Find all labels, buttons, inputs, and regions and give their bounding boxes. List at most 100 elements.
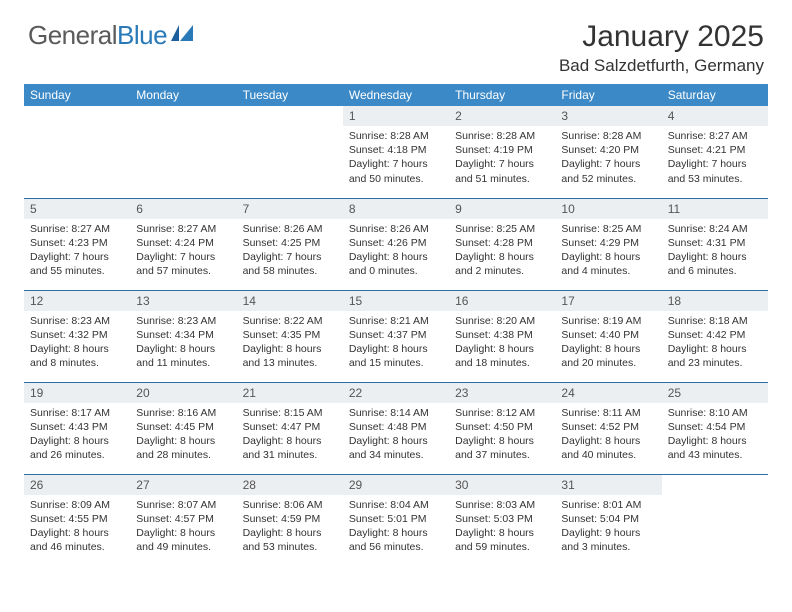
day-details: Sunrise: 8:14 AMSunset: 4:48 PMDaylight:… <box>343 403 449 467</box>
day-number: 26 <box>24 475 130 495</box>
calendar-cell <box>662 474 768 566</box>
day-number: 16 <box>449 291 555 311</box>
day-number: 21 <box>237 383 343 403</box>
day-details: Sunrise: 8:04 AMSunset: 5:01 PMDaylight:… <box>343 495 449 559</box>
logo: GeneralBlue <box>28 20 199 51</box>
weekday-header: Monday <box>130 84 236 106</box>
weekday-header: Tuesday <box>237 84 343 106</box>
calendar-body: 1Sunrise: 8:28 AMSunset: 4:18 PMDaylight… <box>24 106 768 566</box>
calendar-cell <box>237 106 343 198</box>
day-number: 31 <box>555 475 661 495</box>
calendar-cell: 15Sunrise: 8:21 AMSunset: 4:37 PMDayligh… <box>343 290 449 382</box>
calendar-week: 5Sunrise: 8:27 AMSunset: 4:23 PMDaylight… <box>24 198 768 290</box>
calendar-week: 12Sunrise: 8:23 AMSunset: 4:32 PMDayligh… <box>24 290 768 382</box>
day-details: Sunrise: 8:11 AMSunset: 4:52 PMDaylight:… <box>555 403 661 467</box>
day-details: Sunrise: 8:19 AMSunset: 4:40 PMDaylight:… <box>555 311 661 375</box>
weekday-header: Saturday <box>662 84 768 106</box>
day-number: 5 <box>24 199 130 219</box>
day-number: 9 <box>449 199 555 219</box>
day-number: 11 <box>662 199 768 219</box>
calendar-cell: 28Sunrise: 8:06 AMSunset: 4:59 PMDayligh… <box>237 474 343 566</box>
calendar: SundayMondayTuesdayWednesdayThursdayFrid… <box>0 84 792 566</box>
day-number: 3 <box>555 106 661 126</box>
day-number: 29 <box>343 475 449 495</box>
calendar-cell <box>130 106 236 198</box>
weekday-header: Sunday <box>24 84 130 106</box>
calendar-cell: 31Sunrise: 8:01 AMSunset: 5:04 PMDayligh… <box>555 474 661 566</box>
day-details: Sunrise: 8:06 AMSunset: 4:59 PMDaylight:… <box>237 495 343 559</box>
calendar-cell: 27Sunrise: 8:07 AMSunset: 4:57 PMDayligh… <box>130 474 236 566</box>
day-details: Sunrise: 8:25 AMSunset: 4:28 PMDaylight:… <box>449 219 555 283</box>
day-number: 23 <box>449 383 555 403</box>
day-number: 12 <box>24 291 130 311</box>
calendar-week: 26Sunrise: 8:09 AMSunset: 4:55 PMDayligh… <box>24 474 768 566</box>
day-details: Sunrise: 8:26 AMSunset: 4:25 PMDaylight:… <box>237 219 343 283</box>
day-details: Sunrise: 8:23 AMSunset: 4:34 PMDaylight:… <box>130 311 236 375</box>
day-number: 25 <box>662 383 768 403</box>
calendar-cell: 14Sunrise: 8:22 AMSunset: 4:35 PMDayligh… <box>237 290 343 382</box>
day-details: Sunrise: 8:24 AMSunset: 4:31 PMDaylight:… <box>662 219 768 283</box>
calendar-cell: 7Sunrise: 8:26 AMSunset: 4:25 PMDaylight… <box>237 198 343 290</box>
day-details: Sunrise: 8:27 AMSunset: 4:23 PMDaylight:… <box>24 219 130 283</box>
calendar-cell <box>24 106 130 198</box>
day-details: Sunrise: 8:28 AMSunset: 4:20 PMDaylight:… <box>555 126 661 190</box>
day-number: 28 <box>237 475 343 495</box>
calendar-cell: 9Sunrise: 8:25 AMSunset: 4:28 PMDaylight… <box>449 198 555 290</box>
logo-part2: Blue <box>117 20 167 50</box>
calendar-week: 19Sunrise: 8:17 AMSunset: 4:43 PMDayligh… <box>24 382 768 474</box>
calendar-cell: 25Sunrise: 8:10 AMSunset: 4:54 PMDayligh… <box>662 382 768 474</box>
day-number: 15 <box>343 291 449 311</box>
weekday-header: Friday <box>555 84 661 106</box>
day-number: 13 <box>130 291 236 311</box>
day-details: Sunrise: 8:25 AMSunset: 4:29 PMDaylight:… <box>555 219 661 283</box>
day-number: 2 <box>449 106 555 126</box>
day-details: Sunrise: 8:20 AMSunset: 4:38 PMDaylight:… <box>449 311 555 375</box>
weekday-header-row: SundayMondayTuesdayWednesdayThursdayFrid… <box>24 84 768 106</box>
day-details: Sunrise: 8:09 AMSunset: 4:55 PMDaylight:… <box>24 495 130 559</box>
calendar-cell: 30Sunrise: 8:03 AMSunset: 5:03 PMDayligh… <box>449 474 555 566</box>
day-details: Sunrise: 8:18 AMSunset: 4:42 PMDaylight:… <box>662 311 768 375</box>
calendar-cell: 22Sunrise: 8:14 AMSunset: 4:48 PMDayligh… <box>343 382 449 474</box>
day-details: Sunrise: 8:15 AMSunset: 4:47 PMDaylight:… <box>237 403 343 467</box>
day-details: Sunrise: 8:03 AMSunset: 5:03 PMDaylight:… <box>449 495 555 559</box>
logo-text: GeneralBlue <box>28 20 167 51</box>
location: Bad Salzdetfurth, Germany <box>559 56 764 76</box>
day-number: 6 <box>130 199 236 219</box>
day-number: 10 <box>555 199 661 219</box>
day-number: 8 <box>343 199 449 219</box>
calendar-cell: 11Sunrise: 8:24 AMSunset: 4:31 PMDayligh… <box>662 198 768 290</box>
header: GeneralBlue January 2025 Bad Salzdetfurt… <box>0 0 792 84</box>
day-details: Sunrise: 8:01 AMSunset: 5:04 PMDaylight:… <box>555 495 661 559</box>
flag-icon <box>171 23 199 48</box>
day-details: Sunrise: 8:27 AMSunset: 4:21 PMDaylight:… <box>662 126 768 190</box>
calendar-cell: 2Sunrise: 8:28 AMSunset: 4:19 PMDaylight… <box>449 106 555 198</box>
calendar-cell: 26Sunrise: 8:09 AMSunset: 4:55 PMDayligh… <box>24 474 130 566</box>
day-number: 19 <box>24 383 130 403</box>
day-details: Sunrise: 8:17 AMSunset: 4:43 PMDaylight:… <box>24 403 130 467</box>
weekday-header: Wednesday <box>343 84 449 106</box>
weekday-header: Thursday <box>449 84 555 106</box>
calendar-cell: 8Sunrise: 8:26 AMSunset: 4:26 PMDaylight… <box>343 198 449 290</box>
day-number: 20 <box>130 383 236 403</box>
day-details: Sunrise: 8:23 AMSunset: 4:32 PMDaylight:… <box>24 311 130 375</box>
calendar-cell: 1Sunrise: 8:28 AMSunset: 4:18 PMDaylight… <box>343 106 449 198</box>
day-number: 7 <box>237 199 343 219</box>
calendar-cell: 21Sunrise: 8:15 AMSunset: 4:47 PMDayligh… <box>237 382 343 474</box>
day-details: Sunrise: 8:10 AMSunset: 4:54 PMDaylight:… <box>662 403 768 467</box>
day-number: 1 <box>343 106 449 126</box>
day-details: Sunrise: 8:07 AMSunset: 4:57 PMDaylight:… <box>130 495 236 559</box>
day-number: 27 <box>130 475 236 495</box>
calendar-cell: 24Sunrise: 8:11 AMSunset: 4:52 PMDayligh… <box>555 382 661 474</box>
calendar-cell: 13Sunrise: 8:23 AMSunset: 4:34 PMDayligh… <box>130 290 236 382</box>
day-details: Sunrise: 8:28 AMSunset: 4:18 PMDaylight:… <box>343 126 449 190</box>
calendar-cell: 29Sunrise: 8:04 AMSunset: 5:01 PMDayligh… <box>343 474 449 566</box>
calendar-cell: 12Sunrise: 8:23 AMSunset: 4:32 PMDayligh… <box>24 290 130 382</box>
day-number: 24 <box>555 383 661 403</box>
day-details: Sunrise: 8:28 AMSunset: 4:19 PMDaylight:… <box>449 126 555 190</box>
calendar-cell: 3Sunrise: 8:28 AMSunset: 4:20 PMDaylight… <box>555 106 661 198</box>
calendar-cell: 17Sunrise: 8:19 AMSunset: 4:40 PMDayligh… <box>555 290 661 382</box>
calendar-cell: 18Sunrise: 8:18 AMSunset: 4:42 PMDayligh… <box>662 290 768 382</box>
logo-part1: General <box>28 20 117 50</box>
calendar-cell: 10Sunrise: 8:25 AMSunset: 4:29 PMDayligh… <box>555 198 661 290</box>
day-details: Sunrise: 8:27 AMSunset: 4:24 PMDaylight:… <box>130 219 236 283</box>
